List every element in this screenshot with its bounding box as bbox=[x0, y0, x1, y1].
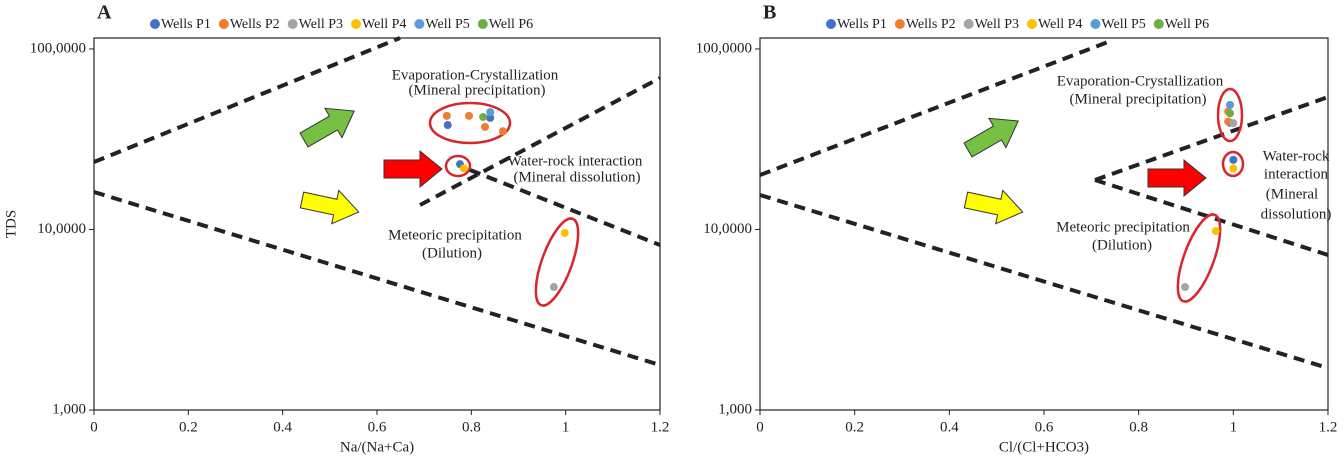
x-tick-label: 0.6 bbox=[368, 419, 387, 435]
y-axis-label: TDS bbox=[3, 210, 19, 238]
legend-label: Well P5 bbox=[425, 17, 469, 32]
x-tick-label: 0 bbox=[756, 419, 764, 435]
data-point bbox=[1226, 109, 1235, 118]
y-tick-label: 1,000 bbox=[52, 401, 86, 417]
plot-frame bbox=[759, 37, 1329, 411]
x-tick-label: 0.4 bbox=[940, 419, 959, 435]
data-point bbox=[442, 111, 451, 120]
legend-label: Well P6 bbox=[489, 17, 533, 32]
data-point bbox=[1229, 155, 1238, 164]
data-point bbox=[549, 283, 558, 292]
annotation: Meteoric precipitation bbox=[1056, 219, 1190, 235]
legend-marker bbox=[351, 19, 362, 29]
y-tick-label: 100,0000 bbox=[696, 40, 752, 56]
data-point bbox=[1226, 100, 1235, 109]
legend-marker bbox=[218, 19, 229, 29]
x-tick-label: 1.2 bbox=[1319, 419, 1338, 435]
annotation: Evaporation-Crystallization bbox=[392, 67, 559, 83]
annotation: (Dilution) bbox=[422, 245, 482, 261]
data-point bbox=[479, 112, 488, 121]
annotation: Water-rock bbox=[1263, 148, 1330, 164]
arrows bbox=[299, 107, 1207, 225]
x-tick-label: 0.4 bbox=[273, 419, 292, 435]
legend-marker bbox=[1153, 19, 1164, 29]
legend-marker bbox=[287, 19, 298, 29]
y-tick-label: 1,000 bbox=[718, 401, 752, 417]
data-point bbox=[1181, 283, 1190, 292]
annotation: (Mineral precipitation) bbox=[408, 82, 545, 98]
annotation: interaction bbox=[1264, 166, 1329, 182]
annotation: (Dilution) bbox=[1092, 237, 1152, 253]
data-point bbox=[498, 127, 507, 136]
data-point bbox=[1229, 164, 1238, 173]
legend-label: Well P5 bbox=[1101, 17, 1145, 32]
data-point bbox=[486, 108, 495, 117]
data-point bbox=[1229, 119, 1238, 128]
annotation: Water-rock interaction bbox=[508, 153, 643, 169]
legend-label: Well P6 bbox=[1165, 17, 1209, 32]
x-tick-label: 0 bbox=[90, 419, 98, 435]
legend-label: Well P3 bbox=[975, 17, 1019, 32]
data-point bbox=[1211, 227, 1220, 236]
legend-marker bbox=[1027, 19, 1038, 29]
legend-label: Wells P2 bbox=[230, 17, 280, 32]
data-point bbox=[560, 229, 569, 238]
annotation: dissolution) bbox=[1261, 206, 1332, 222]
x-axis-label: Na/(Na+Ca) bbox=[340, 439, 414, 455]
legend-label: Wells P1 bbox=[161, 17, 211, 32]
legend-label: Wells P1 bbox=[837, 17, 887, 32]
annotation: (Mineral dissolution) bbox=[513, 169, 640, 185]
legend-marker bbox=[1090, 19, 1101, 29]
y-tick-label: 10,0000 bbox=[703, 221, 752, 237]
x-tick-label: 0.6 bbox=[1035, 419, 1054, 435]
data-point bbox=[459, 164, 468, 173]
legend-marker bbox=[894, 19, 905, 29]
x-tick-label: 0.2 bbox=[845, 419, 864, 435]
legend-label: Well P4 bbox=[362, 17, 406, 32]
legend-marker bbox=[477, 19, 488, 29]
x-tick-label: 0.8 bbox=[462, 419, 481, 435]
legend-marker bbox=[150, 19, 160, 29]
data-point bbox=[486, 113, 495, 122]
panel-title: A bbox=[97, 2, 112, 24]
x-tick-label: 0.2 bbox=[179, 419, 198, 435]
legend-label: Well P3 bbox=[299, 17, 343, 32]
legend-label: Well P4 bbox=[1038, 17, 1082, 32]
legend-marker bbox=[826, 19, 836, 29]
x-axis-label: Cl/(Cl+HCO3) bbox=[999, 439, 1089, 455]
x-tick-label: 0.8 bbox=[1129, 419, 1148, 435]
x-tick-label: 1 bbox=[562, 419, 570, 435]
x-tick-label: 1.2 bbox=[651, 419, 670, 435]
legend-marker bbox=[414, 19, 425, 29]
panel-title: B bbox=[763, 2, 776, 24]
guide-lines bbox=[93, 36, 1329, 370]
y-tick-label: 10,0000 bbox=[37, 221, 86, 237]
data-point bbox=[481, 122, 490, 131]
legend-label: Wells P2 bbox=[906, 17, 956, 32]
annotation: Meteoric precipitation bbox=[388, 227, 522, 243]
data-point bbox=[443, 121, 452, 130]
annotation: (Mineral bbox=[1266, 186, 1318, 202]
data-point bbox=[464, 111, 473, 120]
highlight-rings bbox=[428, 87, 1245, 307]
plot-frame bbox=[93, 37, 661, 411]
y-tick-label: 100,0000 bbox=[30, 40, 86, 56]
x-tick-label: 1 bbox=[1230, 419, 1238, 435]
annotation: Evaporation-Crystallization bbox=[1057, 73, 1224, 89]
annotation: (Mineral precipitation) bbox=[1069, 91, 1206, 107]
legend-marker bbox=[963, 19, 974, 29]
